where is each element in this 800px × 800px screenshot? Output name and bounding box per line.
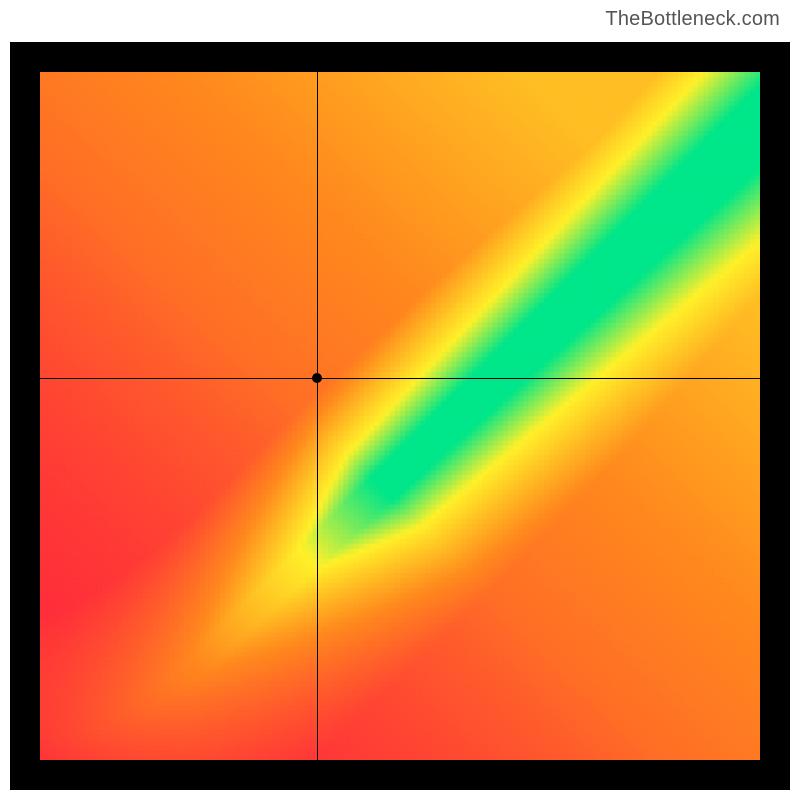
- chart-container: TheBottleneck.com: [0, 0, 800, 800]
- crosshair-vertical: [317, 72, 318, 760]
- plot-area: [40, 72, 760, 760]
- heatmap-canvas: [40, 72, 760, 760]
- crosshair-horizontal: [40, 378, 760, 379]
- plot-frame: [10, 42, 790, 790]
- attribution-text: TheBottleneck.com: [605, 8, 780, 31]
